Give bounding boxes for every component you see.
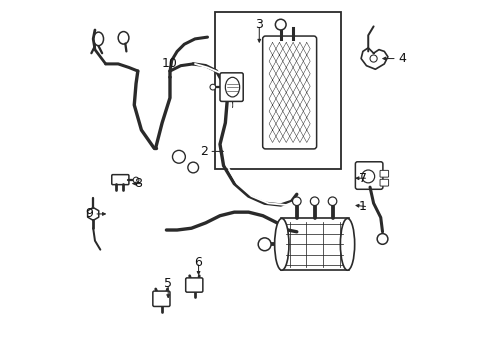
Circle shape bbox=[377, 234, 388, 244]
Polygon shape bbox=[88, 207, 99, 220]
Ellipse shape bbox=[225, 77, 240, 97]
Ellipse shape bbox=[275, 219, 289, 270]
Circle shape bbox=[275, 19, 286, 30]
FancyBboxPatch shape bbox=[263, 36, 317, 149]
Text: 4: 4 bbox=[398, 52, 406, 65]
Ellipse shape bbox=[118, 32, 129, 44]
Circle shape bbox=[328, 197, 337, 206]
FancyBboxPatch shape bbox=[380, 179, 389, 186]
FancyBboxPatch shape bbox=[220, 73, 243, 102]
Bar bbox=[215, 12, 342, 169]
FancyBboxPatch shape bbox=[380, 170, 389, 177]
FancyBboxPatch shape bbox=[153, 291, 170, 306]
Text: 2: 2 bbox=[200, 145, 208, 158]
Text: 9: 9 bbox=[85, 207, 93, 220]
Text: 1: 1 bbox=[359, 200, 367, 213]
Circle shape bbox=[362, 170, 375, 183]
Text: 10: 10 bbox=[162, 57, 178, 71]
Text: 7: 7 bbox=[359, 172, 367, 185]
FancyBboxPatch shape bbox=[112, 175, 129, 185]
Text: 3: 3 bbox=[255, 18, 263, 31]
Bar bbox=[281, 219, 348, 270]
FancyBboxPatch shape bbox=[186, 278, 203, 292]
Polygon shape bbox=[361, 48, 388, 69]
Circle shape bbox=[172, 150, 185, 163]
Text: 8: 8 bbox=[134, 177, 142, 190]
Circle shape bbox=[210, 84, 216, 90]
Ellipse shape bbox=[94, 32, 103, 46]
Circle shape bbox=[133, 177, 139, 183]
FancyBboxPatch shape bbox=[355, 162, 383, 189]
Circle shape bbox=[310, 197, 319, 206]
Circle shape bbox=[188, 162, 198, 173]
Circle shape bbox=[293, 197, 301, 206]
Text: 6: 6 bbox=[195, 256, 202, 269]
Circle shape bbox=[258, 238, 271, 251]
Text: 5: 5 bbox=[164, 277, 172, 290]
Circle shape bbox=[370, 55, 377, 62]
Ellipse shape bbox=[341, 219, 355, 270]
